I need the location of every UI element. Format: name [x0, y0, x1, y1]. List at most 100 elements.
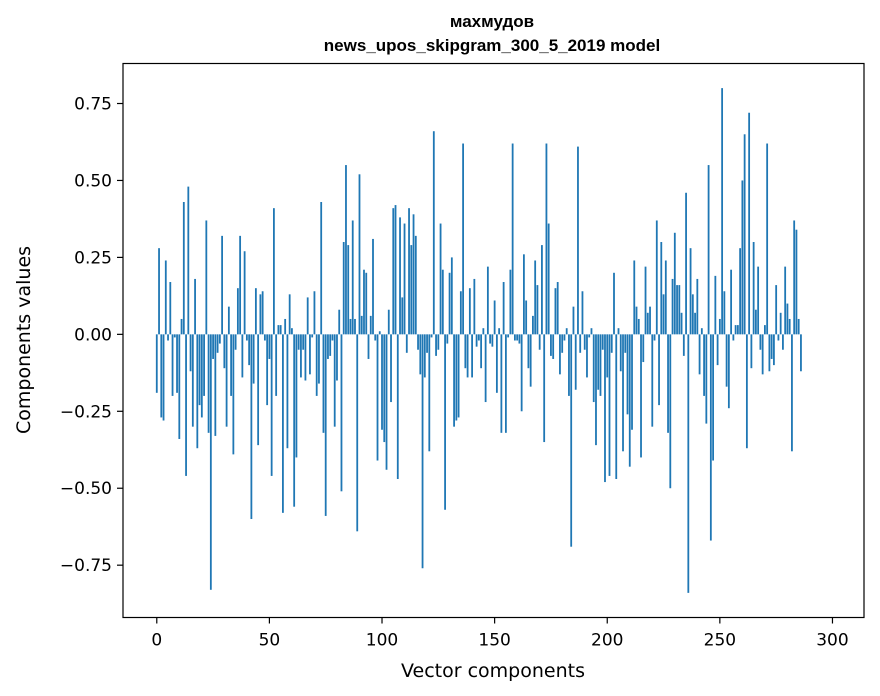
bar-34 [232, 334, 235, 455]
bar-254 [727, 334, 730, 409]
bar-26 [214, 334, 217, 436]
bar-190 [583, 334, 586, 350]
bar-146 [484, 334, 487, 403]
bar-18 [196, 334, 199, 449]
bar-280 [786, 303, 789, 335]
bar-96 [372, 238, 374, 335]
bar-23 [207, 334, 210, 433]
bar-67 [306, 297, 309, 335]
bar-224 [660, 242, 663, 335]
bar-202 [610, 334, 613, 353]
bar-278 [782, 334, 784, 350]
bar-261 [743, 134, 746, 335]
bar-98 [376, 334, 379, 461]
bar-259 [739, 248, 742, 335]
bar-109 [401, 297, 404, 335]
bar-47 [261, 291, 264, 335]
bar-246 [709, 334, 712, 541]
bar-193 [590, 328, 593, 335]
bar-7 [171, 334, 174, 396]
bar-0 [155, 334, 158, 393]
bar-206 [619, 334, 622, 372]
bar-284 [795, 229, 798, 335]
bar-286 [800, 334, 802, 372]
bar-207 [622, 334, 624, 452]
x-tick-label: 150 [478, 631, 510, 651]
bar-282 [791, 334, 793, 452]
bar-65 [302, 334, 305, 350]
bar-89 [356, 334, 359, 532]
bar-126 [439, 223, 442, 335]
bar-101 [383, 334, 386, 443]
bar-219 [649, 306, 651, 335]
bar-228 [669, 334, 672, 489]
x-tick-label: 0 [151, 631, 162, 651]
bar-229 [671, 278, 674, 335]
bar-161 [518, 334, 521, 344]
bar-25 [212, 334, 214, 359]
bar-234 [682, 334, 685, 356]
bar-148 [489, 334, 492, 344]
bar-142 [475, 334, 478, 347]
bar-14 [187, 186, 190, 335]
bar-212 [633, 260, 636, 335]
bar-30 [223, 334, 226, 369]
bar-211 [631, 334, 633, 430]
bar-264 [750, 334, 753, 369]
bar-154 [502, 282, 505, 335]
bar-37 [239, 235, 242, 335]
bars-group [155, 88, 802, 593]
bar-182 [565, 328, 568, 335]
bar-108 [399, 217, 401, 335]
bar-183 [568, 334, 570, 396]
bar-79 [333, 334, 336, 427]
bar-44 [254, 288, 257, 335]
bar-61 [293, 334, 296, 507]
bar-180 [561, 334, 564, 353]
bar-258 [736, 325, 739, 335]
bar-54 [277, 325, 280, 335]
bar-253 [725, 334, 728, 387]
bar-145 [482, 328, 485, 335]
bar-116 [417, 334, 419, 350]
bar-208 [624, 334, 627, 353]
bar-222 [655, 220, 658, 335]
bar-215 [640, 334, 642, 458]
bar-257 [734, 325, 737, 335]
bar-106 [394, 205, 397, 335]
bar-162 [520, 334, 523, 412]
y-tick-label: 0.00 [74, 325, 112, 345]
bar-57 [284, 318, 287, 335]
bar-73 [320, 202, 323, 335]
bar-196 [597, 334, 600, 390]
bar-277 [779, 312, 782, 335]
bar-120 [426, 334, 428, 353]
bar-28 [218, 334, 221, 344]
bar-4 [164, 260, 167, 335]
bar-195 [595, 334, 597, 446]
bar-241 [698, 334, 701, 375]
y-tick-label: −0.50 [60, 479, 112, 499]
bar-214 [637, 318, 640, 335]
y-tick-label: 0.75 [74, 95, 112, 115]
bar-270 [764, 325, 766, 335]
bar-49 [266, 334, 269, 406]
bar-281 [788, 318, 791, 335]
bar-267 [757, 266, 760, 335]
bar-2 [160, 334, 163, 418]
bar-172 [543, 334, 546, 443]
y-tick-label: 0.50 [74, 171, 112, 191]
bar-140 [471, 334, 473, 378]
bar-38 [241, 334, 244, 378]
bar-105 [392, 208, 395, 335]
bar-94 [367, 334, 370, 359]
bar-269 [761, 334, 764, 375]
bar-42 [250, 334, 253, 520]
bar-13 [185, 334, 187, 476]
bar-173 [545, 143, 548, 335]
bar-185 [572, 306, 575, 335]
bar-179 [559, 334, 561, 375]
y-axis-label: Components values [13, 246, 35, 434]
bar-217 [644, 266, 647, 335]
